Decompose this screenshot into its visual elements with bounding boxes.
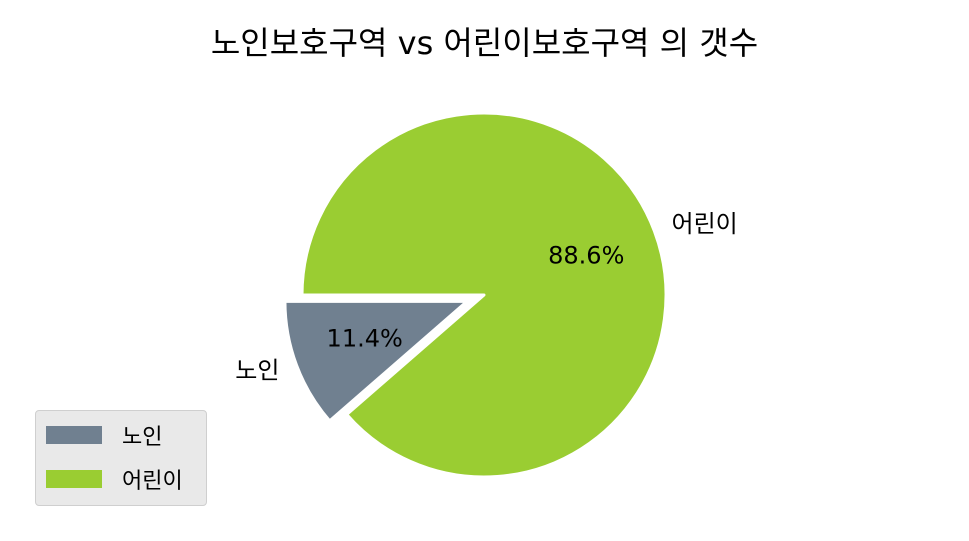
pie-slice-elderly [283, 299, 469, 423]
pie-category-label-elderly: 노인 [235, 357, 279, 385]
chart-title: 노인보호구역 vs 어린이보호구역 의 갯수 [210, 24, 759, 62]
legend-item-children: 어린이 [46, 463, 183, 495]
legend-swatch-elderly [46, 426, 102, 444]
pie-category-label-children: 어린이 [671, 210, 737, 238]
pie-slice-children [300, 111, 668, 479]
legend-label-elderly: 노인 [122, 425, 163, 450]
legend: 노인 어린이 [35, 410, 207, 506]
legend-swatch-children [46, 470, 102, 488]
pie-percent-label-elderly: 11.4% [327, 325, 403, 353]
pie-percent-label-children: 88.6% [548, 242, 624, 270]
legend-item-elderly: 노인 [46, 419, 162, 451]
legend-label-children: 어린이 [122, 469, 183, 494]
